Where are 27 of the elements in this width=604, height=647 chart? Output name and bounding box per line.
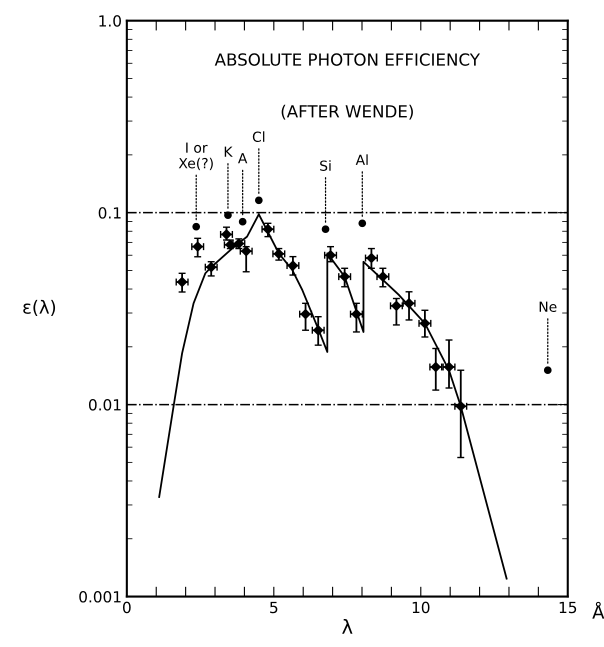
- point: [322, 225, 330, 233]
- text: ABSOLUTE PHOTON EFFICIENCY: [214, 53, 480, 66]
- text: (AFTER WENDE): [282, 104, 413, 120]
- x-tick-label: 0: [122, 602, 131, 614]
- y-tick-label: 0.001: [79, 591, 121, 603]
- annotation: Al: [356, 154, 368, 165]
- y-tick-label: 1.0: [99, 15, 121, 27]
- text: Å: [592, 602, 604, 619]
- point: [224, 211, 232, 219]
- point: [255, 196, 263, 204]
- y-tick-label: 0.01: [88, 399, 121, 411]
- x-tick-label: 5: [270, 602, 278, 614]
- x-tick-label: 10: [412, 602, 430, 614]
- annotation: Ne: [540, 302, 556, 312]
- point: [238, 218, 246, 226]
- annotation: Cl: [252, 131, 264, 142]
- point: [192, 222, 200, 230]
- y-axis-title: ε(λ): [23, 300, 56, 316]
- point: [544, 366, 552, 374]
- annotation: Si: [320, 160, 331, 171]
- y-tick-label: 0.1: [98, 207, 121, 219]
- x-tick-label: 15: [560, 602, 576, 614]
- annotation: I or Xe(?): [178, 142, 213, 170]
- point: [358, 220, 366, 228]
- annotation: K: [224, 146, 233, 157]
- annotation: A: [238, 153, 248, 164]
- x-axis-title: λ: [342, 618, 352, 634]
